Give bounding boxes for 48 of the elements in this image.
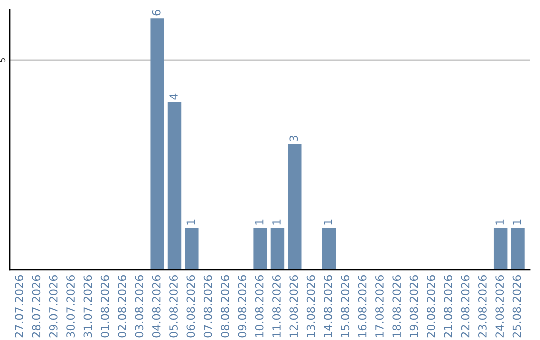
x-tick-label: 01.08.2026 — [100, 276, 110, 338]
x-tick-label: 10.08.2026 — [255, 276, 264, 338]
x-tick-label: 02.08.2026 — [118, 276, 126, 338]
data-label: 1 — [496, 220, 504, 225]
x-tick-label: 30.07.2026 — [66, 276, 75, 338]
x-tick-label: 12.08.2026 — [290, 276, 298, 338]
x-tick-label: 06.08.2026 — [186, 276, 196, 338]
data-label: 1 — [324, 220, 332, 225]
x-tick-label: 07.08.2026 — [204, 276, 212, 338]
x-tick-label: 23.08.2026 — [478, 276, 487, 338]
x-tick-label: 16.08.2026 — [358, 276, 367, 338]
data-label: 1 — [272, 220, 281, 225]
x-tick-label: 11.08.2026 — [272, 276, 281, 338]
x-tick-label: 17.08.2026 — [376, 276, 384, 338]
bar — [185, 228, 199, 270]
data-label: 6 — [152, 10, 161, 16]
bar — [322, 228, 336, 270]
bar — [511, 228, 525, 270]
x-tick-label: 18.08.2026 — [392, 276, 402, 338]
x-tick-label: 05.08.2026 — [170, 276, 178, 338]
data-label: 4 — [170, 94, 178, 100]
bar — [168, 102, 182, 270]
data-label: 1 — [256, 220, 264, 225]
x-tick-label: 24.08.2026 — [496, 276, 504, 338]
x-tick-label: 19.08.2026 — [410, 276, 418, 338]
x-tick-label: 28.07.2026 — [32, 276, 41, 338]
x-tick-label: 20.08.2026 — [427, 276, 436, 338]
x-tick-label: 22.08.2026 — [461, 276, 470, 338]
x-tick-label: 15.08.2026 — [341, 276, 350, 338]
bar — [270, 228, 285, 270]
bar — [254, 228, 268, 270]
x-tick-label: 03.08.2026 — [135, 276, 144, 338]
x-tick-label: 21.08.2026 — [444, 276, 453, 338]
data-label: 1 — [512, 220, 522, 225]
bar — [494, 228, 508, 270]
x-tick-label: 08.08.2026 — [221, 276, 230, 338]
bar — [150, 18, 164, 270]
x-tick-label: 04.08.2026 — [152, 276, 161, 338]
x-tick-label: 29.07.2026 — [49, 276, 58, 338]
data-label: 3 — [290, 136, 298, 142]
x-tick-label: 14.08.2026 — [324, 276, 332, 338]
x-tick-label: 13.08.2026 — [306, 276, 316, 338]
x-tick-label: 31.07.2026 — [84, 276, 92, 338]
data-label: 1 — [186, 220, 195, 225]
x-tick-label: 25.08.2026 — [512, 276, 522, 338]
x-tick-label: 09.08.2026 — [238, 276, 247, 338]
x-tick-label: 27.07.2026 — [15, 276, 24, 338]
bar — [288, 144, 302, 270]
